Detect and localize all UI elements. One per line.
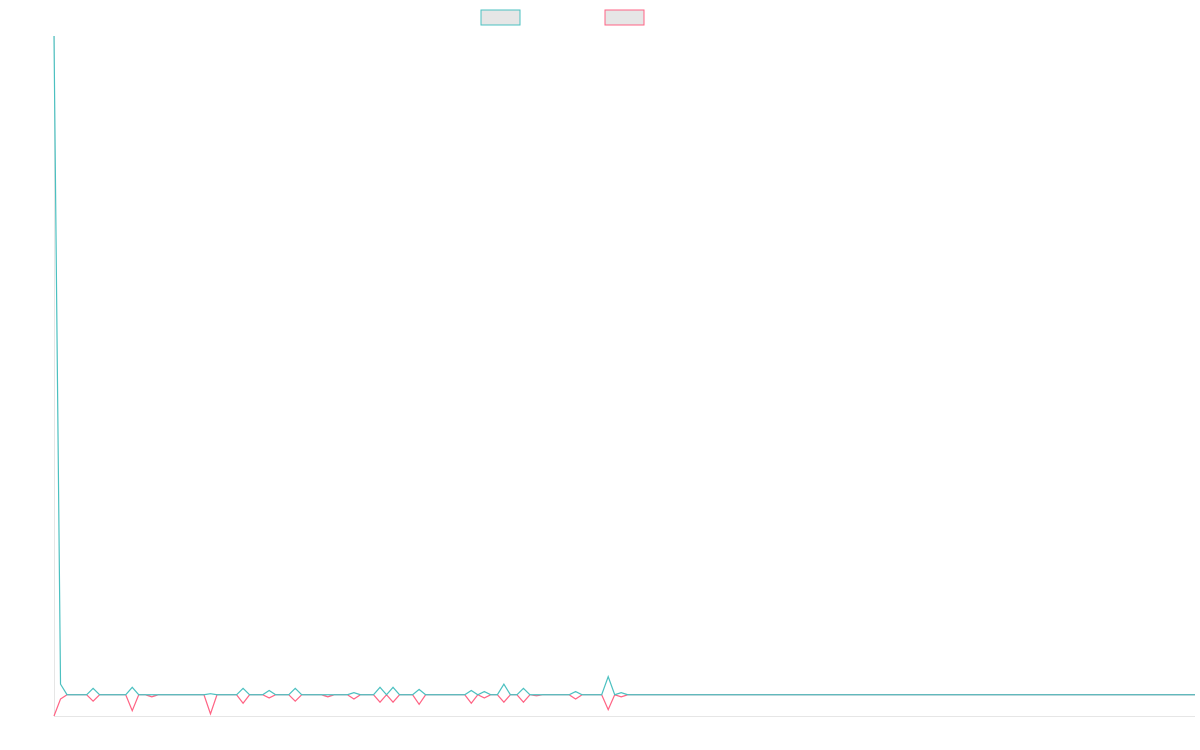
series-line bbox=[53, 693, 1195, 717]
legend-swatch bbox=[480, 9, 521, 26]
series-line bbox=[53, 35, 1195, 696]
legend-swatch bbox=[604, 9, 645, 26]
